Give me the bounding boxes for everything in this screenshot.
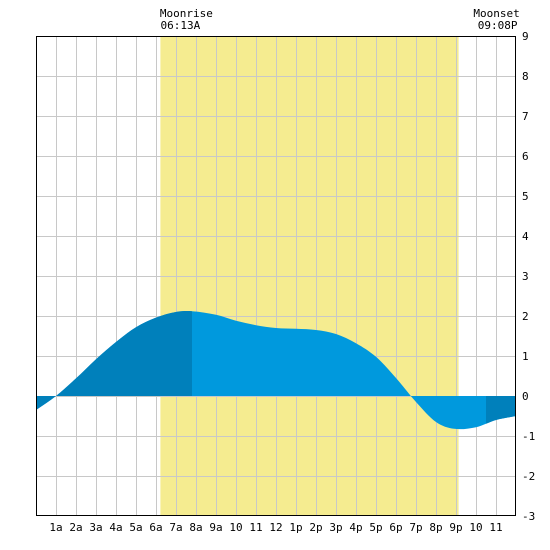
y-tick-label: 6 bbox=[522, 150, 529, 163]
x-tick-label: 3p bbox=[329, 521, 342, 534]
y-tick-label: 8 bbox=[522, 70, 529, 83]
x-tick-label: 2a bbox=[69, 521, 82, 534]
moonset-time: 09:08P bbox=[478, 19, 518, 32]
y-tick-label: 2 bbox=[522, 310, 529, 323]
x-tick-label: 8a bbox=[189, 521, 202, 534]
x-tick-label: 5a bbox=[129, 521, 142, 534]
y-tick-label: 1 bbox=[522, 350, 529, 363]
x-tick-label: 1p bbox=[289, 521, 302, 534]
x-tick-label: 9p bbox=[449, 521, 462, 534]
x-tick-label: 10 bbox=[469, 521, 482, 534]
plot-frame bbox=[36, 36, 516, 516]
x-tick-label: 8p bbox=[429, 521, 442, 534]
x-tick-label: 3a bbox=[89, 521, 102, 534]
x-tick-label: 6a bbox=[149, 521, 162, 534]
x-tick-label: 7p bbox=[409, 521, 422, 534]
x-tick-label: 11 bbox=[249, 521, 262, 534]
y-tick-label: 4 bbox=[522, 230, 529, 243]
y-tick-label: -2 bbox=[522, 470, 535, 483]
x-tick-label: 5p bbox=[369, 521, 382, 534]
x-tick-label: 4p bbox=[349, 521, 362, 534]
moon-labels: Moonrise 06:13A Moonset 09:08P bbox=[160, 7, 520, 32]
moonset-title: Moonset bbox=[473, 7, 519, 20]
x-tick-label: 10 bbox=[229, 521, 242, 534]
x-tick-label: 9a bbox=[209, 521, 222, 534]
y-tick-label: -3 bbox=[522, 510, 535, 523]
x-tick-label: 4a bbox=[109, 521, 122, 534]
y-tick-label: 0 bbox=[522, 390, 529, 403]
x-tick-label: 12 bbox=[269, 521, 282, 534]
y-tick-label: 9 bbox=[522, 30, 529, 43]
moonrise-title: Moonrise bbox=[160, 7, 213, 20]
x-tick-label: 6p bbox=[389, 521, 402, 534]
y-tick-label: 5 bbox=[522, 190, 529, 203]
x-tick-label: 7a bbox=[169, 521, 182, 534]
y-tick-label: 3 bbox=[522, 270, 529, 283]
x-tick-label: 11 bbox=[489, 521, 502, 534]
plot-border bbox=[36, 36, 516, 516]
x-tick-label: 1a bbox=[49, 521, 62, 534]
moonrise-time: 06:13A bbox=[161, 19, 201, 32]
x-tick-label: 2p bbox=[309, 521, 322, 534]
y-tick-label: 7 bbox=[522, 110, 529, 123]
y-tick-label: -1 bbox=[522, 430, 535, 443]
